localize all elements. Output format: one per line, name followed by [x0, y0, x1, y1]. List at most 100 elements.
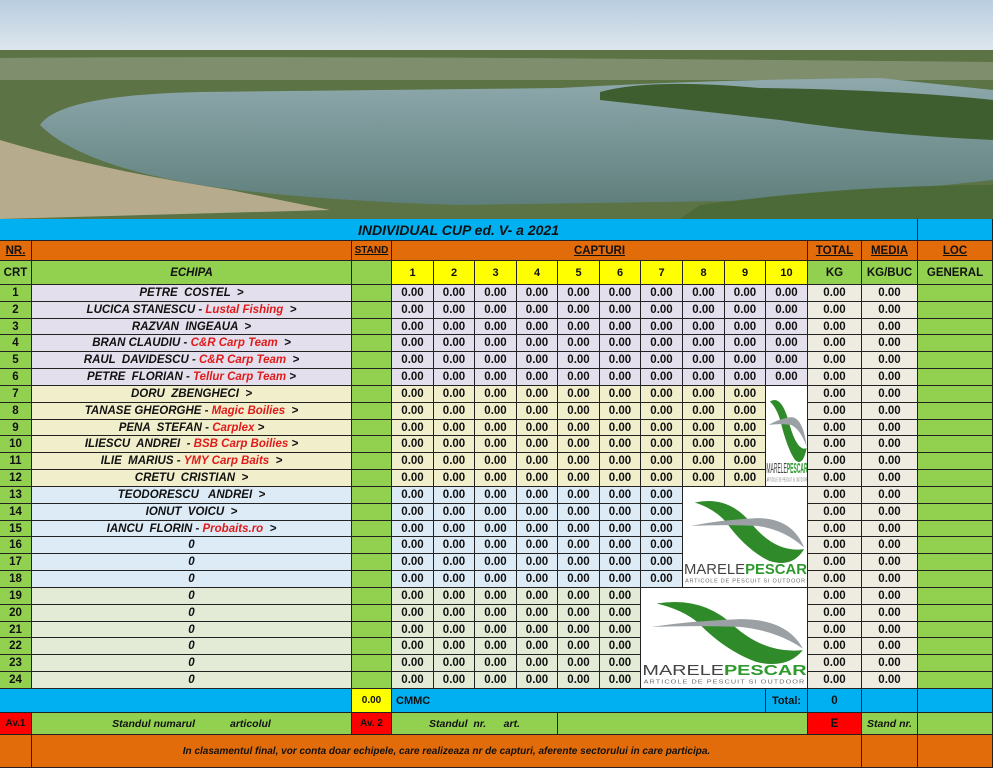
capture-cell[interactable]: 0.00	[392, 622, 434, 638]
capture-cell[interactable]: 0.00	[392, 319, 434, 335]
capture-cell[interactable]: 0.00	[641, 537, 683, 554]
capture-cell[interactable]: 0.00	[517, 470, 558, 487]
capture-cell[interactable]: 0.00	[434, 655, 475, 672]
capture-cell[interactable]: 0.00	[766, 352, 808, 369]
capture-cell[interactable]: 0.00	[725, 470, 766, 487]
capture-cell[interactable]: 0.00	[558, 436, 600, 453]
capture-cell[interactable]: 0.00	[641, 285, 683, 302]
capture-cell[interactable]: 0.00	[725, 319, 766, 335]
capture-cell[interactable]: 0.00	[641, 335, 683, 352]
capture-cell[interactable]: 0.00	[600, 470, 641, 487]
capture-cell[interactable]: 0.00	[558, 335, 600, 352]
capture-cell[interactable]: 0.00	[600, 521, 641, 537]
row-loc[interactable]	[918, 453, 993, 470]
capture-cell[interactable]: 0.00	[475, 319, 517, 335]
capture-cell[interactable]: 0.00	[641, 504, 683, 521]
row-stand[interactable]	[352, 335, 392, 352]
capture-cell[interactable]: 0.00	[683, 386, 725, 403]
capture-cell[interactable]: 0.00	[725, 335, 766, 352]
capture-cell[interactable]: 0.00	[392, 672, 434, 689]
row-stand[interactable]	[352, 571, 392, 588]
capture-cell[interactable]: 0.00	[517, 537, 558, 554]
row-loc[interactable]	[918, 638, 993, 655]
capture-cell[interactable]: 0.00	[517, 420, 558, 436]
capture-cell[interactable]: 0.00	[434, 369, 475, 386]
capture-cell[interactable]: 0.00	[475, 622, 517, 638]
capture-cell[interactable]: 0.00	[683, 369, 725, 386]
capture-cell[interactable]: 0.00	[475, 521, 517, 537]
capture-cell[interactable]: 0.00	[434, 386, 475, 403]
capture-cell[interactable]: 0.00	[600, 537, 641, 554]
capture-cell[interactable]: 0.00	[600, 487, 641, 504]
capture-cell[interactable]: 0.00	[517, 436, 558, 453]
capture-cell[interactable]: 0.00	[558, 285, 600, 302]
capture-cell[interactable]: 0.00	[434, 638, 475, 655]
capture-cell[interactable]: 0.00	[392, 420, 434, 436]
capture-cell[interactable]: 0.00	[600, 655, 641, 672]
capture-cell[interactable]: 0.00	[392, 554, 434, 571]
capture-cell[interactable]: 0.00	[766, 335, 808, 352]
capture-cell[interactable]: 0.00	[600, 605, 641, 622]
capture-cell[interactable]: 0.00	[641, 470, 683, 487]
capture-cell[interactable]: 0.00	[434, 470, 475, 487]
capture-cell[interactable]: 0.00	[475, 369, 517, 386]
capture-cell[interactable]: 0.00	[517, 554, 558, 571]
capture-cell[interactable]: 0.00	[683, 285, 725, 302]
row-loc[interactable]	[918, 487, 993, 504]
row-stand[interactable]	[352, 504, 392, 521]
capture-cell[interactable]: 0.00	[766, 302, 808, 319]
capture-cell[interactable]: 0.00	[392, 504, 434, 521]
capture-cell[interactable]: 0.00	[641, 369, 683, 386]
capture-cell[interactable]: 0.00	[558, 386, 600, 403]
capture-cell[interactable]: 0.00	[517, 352, 558, 369]
row-stand[interactable]	[352, 369, 392, 386]
capture-cell[interactable]: 0.00	[392, 386, 434, 403]
capture-cell[interactable]: 0.00	[725, 403, 766, 420]
capture-cell[interactable]: 0.00	[641, 436, 683, 453]
capture-cell[interactable]: 0.00	[392, 453, 434, 470]
capture-cell[interactable]: 0.00	[392, 571, 434, 588]
capture-cell[interactable]: 0.00	[392, 588, 434, 605]
capture-cell[interactable]: 0.00	[475, 655, 517, 672]
capture-cell[interactable]: 0.00	[434, 352, 475, 369]
capture-cell[interactable]: 0.00	[641, 319, 683, 335]
capture-cell[interactable]: 0.00	[392, 369, 434, 386]
capture-cell[interactable]: 0.00	[600, 302, 641, 319]
row-stand[interactable]	[352, 285, 392, 302]
capture-cell[interactable]: 0.00	[475, 285, 517, 302]
row-stand[interactable]	[352, 319, 392, 335]
capture-cell[interactable]: 0.00	[641, 521, 683, 537]
row-stand[interactable]	[352, 470, 392, 487]
capture-cell[interactable]: 0.00	[434, 622, 475, 638]
capture-cell[interactable]: 0.00	[434, 571, 475, 588]
capture-cell[interactable]: 0.00	[558, 470, 600, 487]
capture-cell[interactable]: 0.00	[434, 537, 475, 554]
capture-cell[interactable]: 0.00	[434, 335, 475, 352]
capture-cell[interactable]: 0.00	[683, 403, 725, 420]
row-stand[interactable]	[352, 352, 392, 369]
capture-cell[interactable]: 0.00	[600, 386, 641, 403]
capture-cell[interactable]: 0.00	[641, 420, 683, 436]
capture-cell[interactable]: 0.00	[641, 487, 683, 504]
capture-cell[interactable]: 0.00	[475, 302, 517, 319]
row-loc[interactable]	[918, 571, 993, 588]
row-stand[interactable]	[352, 672, 392, 689]
row-stand[interactable]	[352, 554, 392, 571]
capture-cell[interactable]: 0.00	[558, 588, 600, 605]
capture-cell[interactable]: 0.00	[766, 369, 808, 386]
capture-cell[interactable]: 0.00	[683, 420, 725, 436]
capture-cell[interactable]: 0.00	[517, 285, 558, 302]
row-loc[interactable]	[918, 302, 993, 319]
capture-cell[interactable]: 0.00	[600, 588, 641, 605]
capture-cell[interactable]: 0.00	[683, 335, 725, 352]
capture-cell[interactable]: 0.00	[683, 453, 725, 470]
capture-cell[interactable]: 0.00	[517, 302, 558, 319]
capture-cell[interactable]: 0.00	[558, 420, 600, 436]
capture-cell[interactable]: 0.00	[434, 521, 475, 537]
capture-cell[interactable]: 0.00	[434, 605, 475, 622]
capture-cell[interactable]: 0.00	[558, 302, 600, 319]
capture-cell[interactable]: 0.00	[475, 352, 517, 369]
capture-cell[interactable]: 0.00	[475, 436, 517, 453]
capture-cell[interactable]: 0.00	[475, 335, 517, 352]
capture-cell[interactable]: 0.00	[475, 638, 517, 655]
